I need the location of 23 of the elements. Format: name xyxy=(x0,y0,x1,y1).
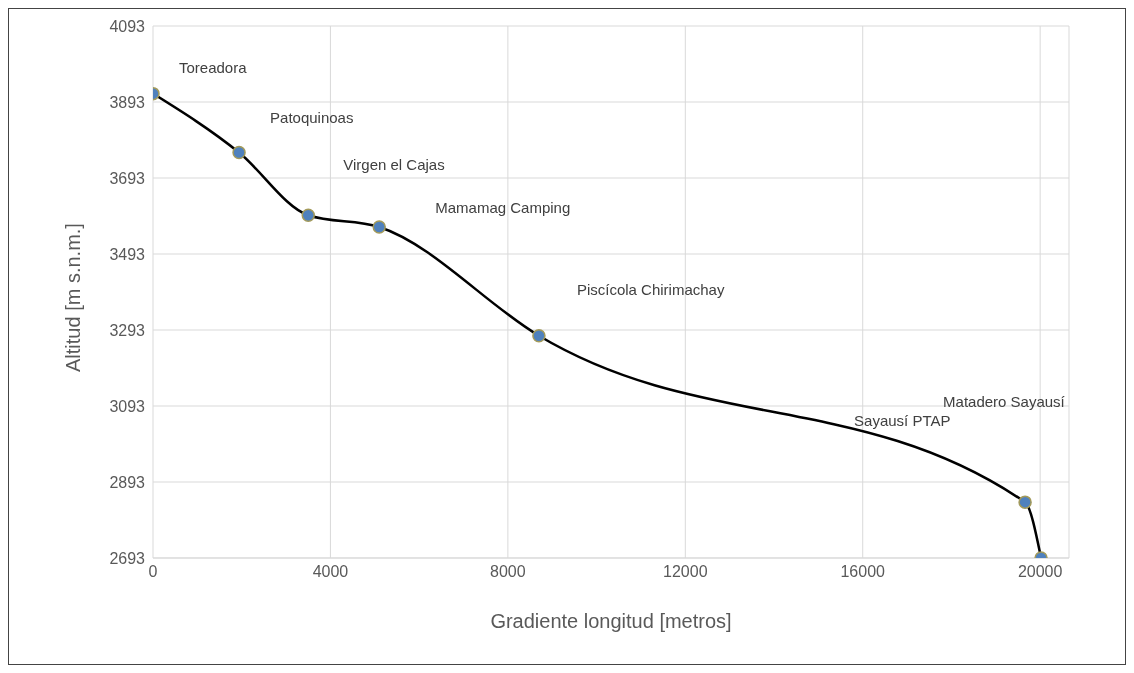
y-tick-label: 4093 xyxy=(109,17,146,35)
annotation: Piscícola Chirimachay xyxy=(576,280,725,298)
annotation: Patoquinoas xyxy=(270,108,354,126)
y-axis-title: Altitud [m s.n.m.] xyxy=(62,223,85,372)
y-tick-label: 3093 xyxy=(109,397,146,415)
annotation: Mamamag Camping xyxy=(435,199,571,217)
annotation: Toreadora xyxy=(179,58,248,76)
x-tick-label: 4000 xyxy=(312,563,349,581)
x-tick-label: 8000 xyxy=(490,563,526,581)
x-tick-label: 16000 xyxy=(840,563,886,581)
y-tick-label: 3293 xyxy=(109,321,146,339)
x-tick-label: 0 xyxy=(148,563,158,581)
x-axis-title: Gradiente longitud [metros] xyxy=(490,610,732,632)
x-tick-label: 12000 xyxy=(663,563,708,581)
annotation: Virgen el Cajas xyxy=(343,156,445,174)
annotation: Matadero Sayausí xyxy=(943,393,1066,410)
y-tick-label: 3493 xyxy=(109,245,146,263)
y-tick-label: 3893 xyxy=(109,93,146,111)
y-tick-label: 2893 xyxy=(109,473,146,491)
y-tick-label: 2693 xyxy=(109,549,146,567)
y-tick-label: 3693 xyxy=(109,169,146,187)
annotation: Sayausí PTAP xyxy=(854,412,951,430)
x-tick-label: 20000 xyxy=(1017,563,1063,581)
